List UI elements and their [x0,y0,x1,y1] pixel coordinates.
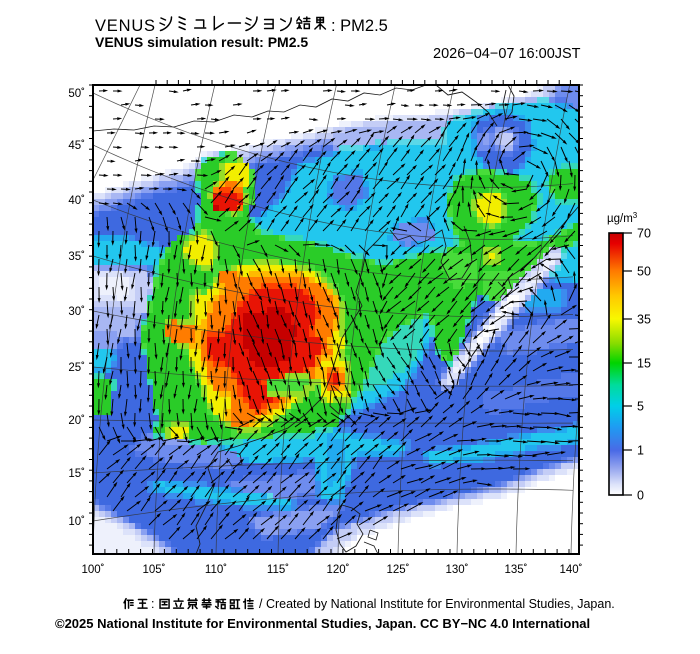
svg-text:5: 5 [637,400,644,414]
svg-text:15˚: 15˚ [68,468,85,480]
svg-text:50˚: 50˚ [68,88,85,100]
svg-text:15: 15 [637,357,651,371]
svg-text:30˚: 30˚ [68,306,85,318]
svg-text:20˚: 20˚ [68,415,85,427]
svg-text:10˚: 10˚ [68,516,85,528]
svg-text:105˚: 105˚ [142,564,165,576]
svg-text:µg/m3: µg/m3 [607,211,638,225]
svg-text:120˚: 120˚ [326,564,349,576]
svg-text:35˚: 35˚ [68,251,85,263]
svg-text:35: 35 [637,313,651,327]
svg-text:110˚: 110˚ [205,564,227,576]
svg-text:25˚: 25˚ [68,362,85,374]
svg-text:VENUS simulation result: PM2.5: VENUS simulation result: PM2.5 [95,34,308,50]
svg-text:50: 50 [637,265,651,279]
svg-text:40˚: 40˚ [68,195,85,207]
svg-text:45˚: 45˚ [68,140,85,152]
svg-text:2026−04−07 16:00JST: 2026−04−07 16:00JST [433,46,581,62]
svg-text::: : [151,597,154,611]
svg-text:1: 1 [637,444,644,458]
svg-text:135˚: 135˚ [504,564,527,576]
svg-text:70: 70 [637,227,651,241]
svg-text:125˚: 125˚ [386,564,409,576]
svg-text:/ Created by National Institut: / Created by National Institute for Envi… [259,597,615,611]
svg-text:0: 0 [637,489,644,503]
svg-text:115˚: 115˚ [267,564,289,576]
svg-text:100˚: 100˚ [81,564,104,576]
svg-text:130˚: 130˚ [445,564,468,576]
svg-text:©2025 National Institute for E: ©2025 National Institute for Environment… [55,616,590,631]
svg-text:140˚: 140˚ [559,564,582,576]
svg-text:: PM2.5: : PM2.5 [331,17,388,35]
svg-text:VENUS: VENUS [95,17,156,35]
